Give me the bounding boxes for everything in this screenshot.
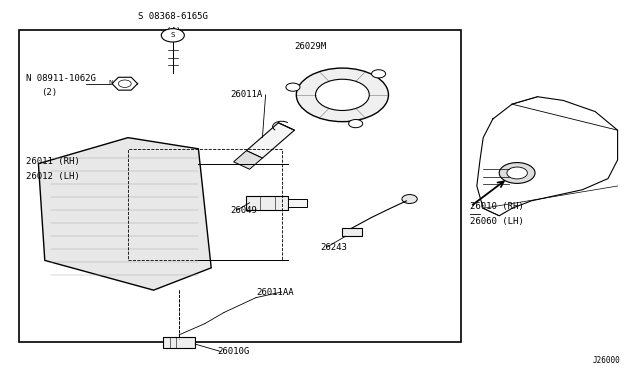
Text: N 08911-1062G: N 08911-1062G — [26, 74, 95, 83]
Text: S: S — [171, 32, 175, 38]
Text: 26243: 26243 — [320, 243, 347, 252]
Polygon shape — [234, 151, 262, 169]
Text: J26000: J26000 — [593, 356, 621, 365]
Polygon shape — [38, 138, 211, 290]
Circle shape — [161, 29, 184, 42]
Text: (4): (4) — [164, 27, 181, 36]
Text: N: N — [108, 80, 113, 86]
Circle shape — [349, 119, 363, 128]
Bar — [246, 196, 288, 210]
Circle shape — [286, 83, 300, 91]
Text: 26011 (RH): 26011 (RH) — [26, 157, 79, 166]
Bar — [19, 30, 461, 342]
Text: 26010 (RH): 26010 (RH) — [470, 202, 524, 211]
Text: 26010G: 26010G — [218, 347, 250, 356]
Text: 26060 (LH): 26060 (LH) — [470, 217, 524, 226]
Text: 26029M: 26029M — [294, 42, 326, 51]
Bar — [163, 337, 195, 348]
Circle shape — [316, 79, 369, 110]
Text: 26012 (LH): 26012 (LH) — [26, 172, 79, 181]
Text: (2): (2) — [42, 89, 58, 97]
Circle shape — [118, 80, 131, 87]
Circle shape — [296, 68, 388, 122]
Circle shape — [402, 195, 417, 203]
Polygon shape — [112, 77, 138, 90]
Circle shape — [499, 163, 535, 183]
Bar — [342, 228, 362, 236]
Text: 26011A: 26011A — [230, 90, 262, 99]
Text: 26011AA: 26011AA — [256, 288, 294, 296]
Text: S 08368-6165G: S 08368-6165G — [138, 12, 208, 21]
Circle shape — [372, 70, 386, 78]
Bar — [288, 199, 307, 207]
Polygon shape — [246, 123, 294, 158]
Text: 26049: 26049 — [230, 206, 257, 215]
Circle shape — [507, 167, 527, 179]
